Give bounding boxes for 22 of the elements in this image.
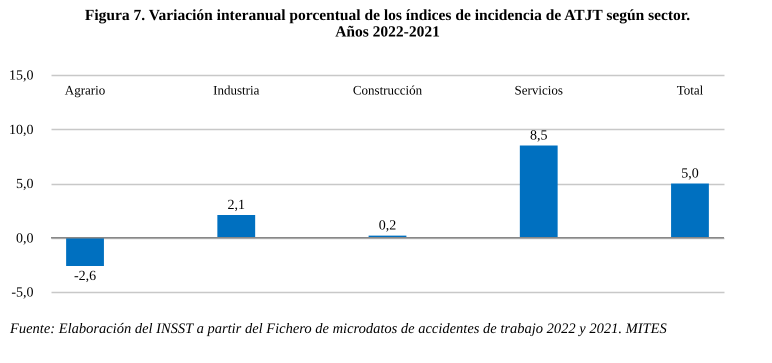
x-tick-label: Total [676, 82, 704, 98]
y-tick-label: -5,0 [11, 286, 34, 300]
bar [671, 184, 709, 238]
y-tick-label: 5,0 [16, 177, 34, 192]
data-label: 0,2 [378, 218, 396, 234]
bar [520, 146, 558, 238]
y-tick-label: 15,0 [9, 68, 34, 84]
x-tick-label: Servicios [514, 82, 563, 98]
bar [66, 238, 104, 266]
x-tick-label: Agrario [64, 82, 106, 98]
bar [217, 214, 256, 238]
x-tick-label: Industria [213, 82, 260, 98]
data-label: -2,6 [74, 268, 96, 284]
data-label: 8,5 [530, 128, 548, 144]
x-tick-label: Construcción [352, 82, 423, 98]
data-label: 2,1 [228, 198, 246, 213]
source-note: Fuente: Elaboración del INSST a partir del Fichero de microdatos de accidentes de trabajo 2022 y 2021. MITES [10, 321, 668, 338]
y-tick-label: 0,0 [16, 231, 34, 246]
y-tick-label: 10,0 [9, 122, 34, 138]
chart-title: Figura 7. Variación interanual porcentual de los índices de incidencia de ATJT según sector. [84, 7, 690, 24]
chart-subtitle: Años 2022-2021 [335, 24, 440, 40]
data-label: 5,0 [681, 166, 699, 182]
